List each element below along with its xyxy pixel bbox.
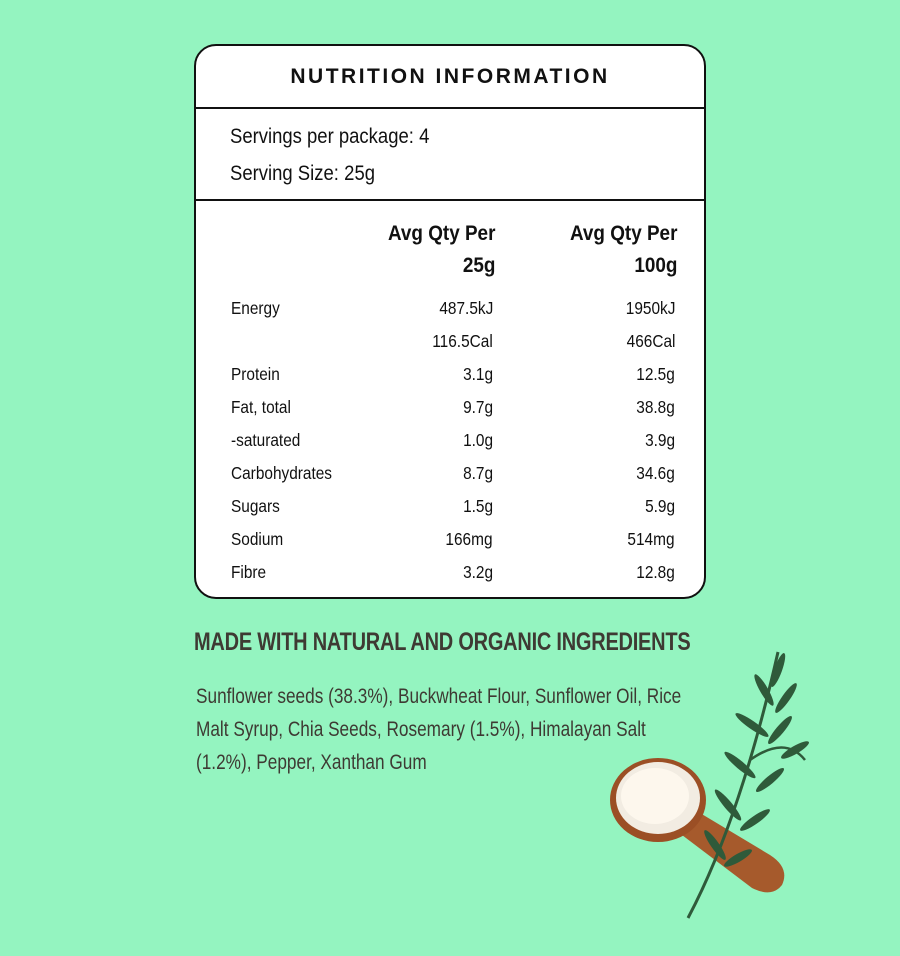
- per-serving-value: 116.5Cal: [432, 331, 493, 351]
- per-serving-value: 1.0g: [463, 430, 493, 450]
- per-serving-value: 1.5g: [463, 496, 493, 516]
- servings-label: Servings per package:: [230, 125, 414, 148]
- nutrient-label: Protein: [231, 364, 280, 384]
- per-100g-value: 12.8g: [636, 562, 675, 582]
- nutrition-title: NUTRITION INFORMATION: [196, 46, 704, 109]
- nutrient-label: Sugars: [231, 496, 280, 516]
- per-serving-value: 166mg: [445, 529, 493, 549]
- serving-size: Serving Size: 25g: [230, 162, 647, 199]
- servings-per-package: Servings per package: 4: [230, 125, 647, 162]
- per-100g-value: 1950kJ: [625, 298, 675, 318]
- per-100g-value: 5.9g: [645, 496, 675, 516]
- per-100g-value: 38.8g: [636, 397, 675, 417]
- header-line: 25g: [462, 254, 495, 277]
- serving-size-label: Serving Size:: [230, 162, 339, 185]
- per-serving-value: 487.5kJ: [439, 298, 493, 318]
- header-line: Avg Qty Per: [387, 222, 495, 245]
- serving-size-value: 25g: [344, 162, 376, 185]
- per-100g-value: 466Cal: [626, 331, 675, 351]
- header-line: 100g: [633, 254, 677, 277]
- ingredients-heading: MADE WITH NATURAL AND ORGANIC INGREDIENT…: [194, 628, 691, 656]
- column-header-per-100g: Avg Qty Per 100g: [570, 218, 677, 282]
- servings-section: Servings per package: 4 Serving Size: 25g: [196, 109, 704, 201]
- nutrient-label: Energy: [231, 298, 280, 318]
- nutrient-label: Fibre: [231, 562, 267, 582]
- per-serving-value: 3.2g: [463, 562, 493, 582]
- servings-value: 4: [419, 125, 430, 148]
- nutrient-label: Sodium: [231, 529, 284, 549]
- per-serving-value: 8.7g: [463, 463, 493, 483]
- header-line: Avg Qty Per: [569, 222, 677, 245]
- rosemary-sprig-icon: [686, 651, 809, 919]
- nutrient-label: Carbohydrates: [231, 463, 333, 483]
- per-100g-value: 514mg: [627, 529, 675, 549]
- per-serving-value: 9.7g: [463, 397, 493, 417]
- per-100g-value: 12.5g: [636, 364, 675, 384]
- wooden-spoon-icon: [610, 758, 785, 893]
- nutrition-panel: NUTRITION INFORMATION Servings per packa…: [194, 44, 706, 599]
- per-serving-value: 3.1g: [463, 364, 493, 384]
- nutrient-label: -saturated: [231, 430, 301, 450]
- nutrient-label: Fat, total: [231, 397, 291, 417]
- ingredients-list: Sunflower seeds (38.3%), Buckwheat Flour…: [196, 685, 682, 774]
- per-100g-value: 3.9g: [645, 430, 675, 450]
- rosemary-salt-spoon-illustration: [610, 651, 809, 919]
- column-header-per-serving: Avg Qty Per 25g: [388, 218, 495, 282]
- per-100g-value: 34.6g: [636, 463, 675, 483]
